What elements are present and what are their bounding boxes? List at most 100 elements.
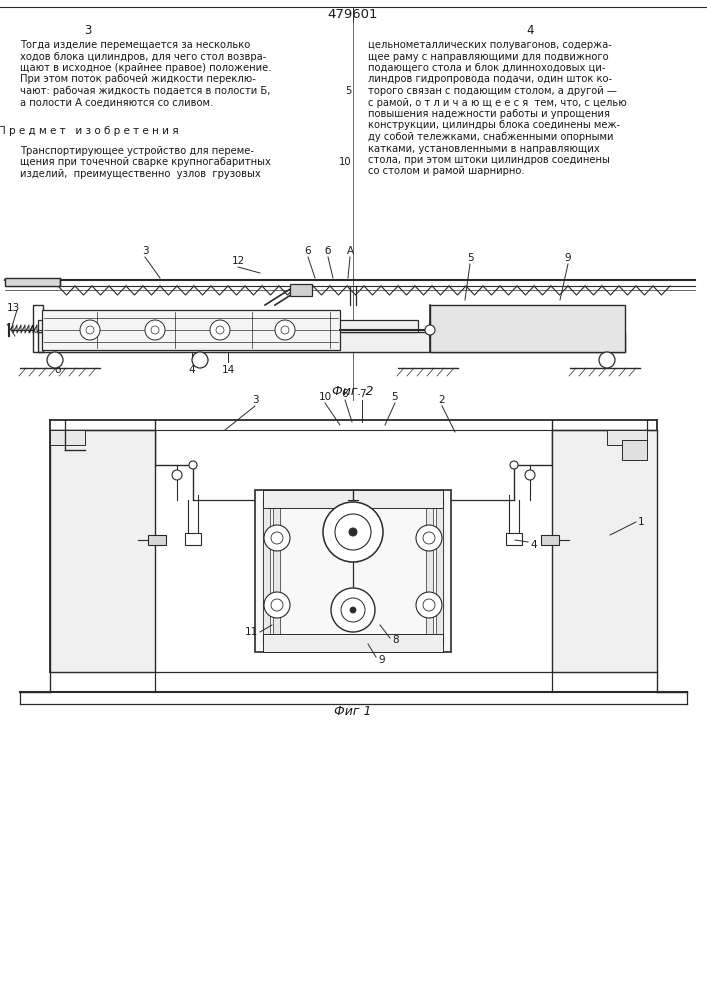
Text: При этом поток рабочей жидкости переклю-: При этом поток рабочей жидкости переклю-: [20, 75, 256, 85]
Text: 9: 9: [378, 655, 385, 665]
Bar: [148, 535, 166, 545]
Text: изделий,  преимущественно  узлов  грузовых: изделий, преимущественно узлов грузовых: [20, 169, 261, 179]
Text: цельнометаллических полувагонов, содержа-: цельнометаллических полувагонов, содержа…: [368, 40, 612, 50]
Text: ходов блока цилиндров, для чего стол возвра-: ходов блока цилиндров, для чего стол воз…: [20, 51, 267, 62]
Text: щают в исходное (крайнее правое) положение.: щают в исходное (крайнее правое) положен…: [20, 63, 271, 73]
Text: торого связан с подающим столом, а другой —: торого связан с подающим столом, а друго…: [368, 86, 617, 96]
Text: подающего стола и блок длинноходовых ци-: подающего стола и блок длинноходовых ци-: [368, 63, 605, 73]
Bar: [38, 332, 625, 352]
Circle shape: [271, 532, 283, 544]
Circle shape: [210, 320, 230, 340]
Text: б: б: [325, 246, 331, 256]
Circle shape: [599, 352, 615, 368]
Text: Тогда изделие перемещается за несколько: Тогда изделие перемещается за несколько: [20, 40, 250, 50]
Circle shape: [192, 352, 208, 368]
Circle shape: [331, 588, 375, 632]
Circle shape: [510, 461, 518, 469]
Bar: [263, 490, 443, 508]
Text: Транспортирующее устройство для переме-: Транспортирующее устройство для переме-: [20, 146, 254, 156]
Text: 13: 13: [7, 303, 21, 313]
Text: со столом и рамой шарнирно.: со столом и рамой шарнирно.: [368, 166, 525, 176]
Text: A: A: [28, 325, 35, 335]
Circle shape: [145, 320, 165, 340]
Text: 4: 4: [530, 540, 537, 550]
Bar: [430, 305, 625, 352]
Circle shape: [423, 532, 435, 544]
Circle shape: [80, 320, 100, 340]
Text: линдров гидропровода подачи, один шток ко-: линдров гидропровода подачи, один шток к…: [368, 75, 612, 85]
Bar: [255, 490, 451, 652]
Circle shape: [271, 599, 283, 611]
Text: 6: 6: [341, 389, 349, 399]
Text: 3: 3: [141, 246, 148, 256]
Bar: [5, 278, 60, 286]
Bar: [50, 430, 155, 672]
Bar: [263, 498, 443, 644]
Bar: [263, 498, 270, 644]
Circle shape: [335, 514, 371, 550]
Text: 10: 10: [318, 392, 332, 402]
Text: стола, при этом штоки цилиндров соединены: стола, при этом штоки цилиндров соединен…: [368, 155, 610, 165]
Text: с рамой, о т л и ч а ю щ е е с я  тем, что, с целью: с рамой, о т л и ч а ю щ е е с я тем, чт…: [368, 98, 626, 107]
Text: 5: 5: [467, 253, 473, 263]
Bar: [33, 305, 43, 352]
Circle shape: [525, 470, 535, 480]
Text: щее раму с направляющими для подвижного: щее раму с направляющими для подвижного: [368, 51, 609, 62]
Circle shape: [281, 326, 289, 334]
Text: 3: 3: [252, 395, 258, 405]
Text: катками, установленными в направляющих: катками, установленными в направляющих: [368, 143, 600, 153]
Text: 2: 2: [438, 395, 445, 405]
Bar: [273, 498, 280, 644]
Circle shape: [416, 525, 442, 551]
Bar: [607, 430, 647, 445]
Text: 12: 12: [231, 256, 245, 266]
Circle shape: [216, 326, 224, 334]
Text: конструкции, цилиндры блока соединены меж-: конструкции, цилиндры блока соединены ме…: [368, 120, 620, 130]
Text: Фиг. 2: Фиг. 2: [332, 385, 374, 398]
Circle shape: [275, 320, 295, 340]
Text: 5: 5: [392, 392, 398, 402]
Bar: [290, 284, 312, 296]
Circle shape: [189, 461, 197, 469]
Circle shape: [151, 326, 159, 334]
Circle shape: [172, 470, 182, 480]
Circle shape: [416, 592, 442, 618]
Text: 479601: 479601: [328, 8, 378, 21]
Circle shape: [86, 326, 94, 334]
Text: 11: 11: [245, 627, 258, 637]
Bar: [185, 533, 201, 545]
Bar: [38, 320, 418, 332]
Text: щения при точечной сварке крупногабаритных: щения при точечной сварке крупногабаритн…: [20, 157, 271, 167]
Text: A: A: [346, 246, 354, 256]
Bar: [436, 498, 443, 644]
Text: 5: 5: [346, 86, 352, 96]
Text: б: б: [55, 365, 62, 375]
Text: 10: 10: [339, 157, 352, 167]
Circle shape: [264, 592, 290, 618]
Text: 4: 4: [189, 365, 195, 375]
Text: 9: 9: [565, 253, 571, 263]
Circle shape: [341, 598, 365, 622]
Text: повышения надежности работы и упрощения: повышения надежности работы и упрощения: [368, 109, 610, 119]
Text: 1: 1: [638, 517, 645, 527]
Text: 6: 6: [305, 246, 311, 256]
Circle shape: [425, 325, 435, 335]
Text: Фиг 1: Фиг 1: [334, 705, 372, 718]
Circle shape: [323, 502, 383, 562]
Text: чают: рабочая жидкость подается в полости Б,: чают: рабочая жидкость подается в полост…: [20, 86, 270, 96]
Bar: [552, 430, 657, 672]
Text: 3: 3: [84, 23, 92, 36]
Text: П р е д м е т   и з о б р е т е н и я: П р е д м е т и з о б р е т е н и я: [0, 126, 178, 136]
Text: а полости А соединяются со сливом.: а полости А соединяются со сливом.: [20, 98, 214, 107]
Bar: [50, 430, 85, 445]
Circle shape: [423, 599, 435, 611]
Bar: [541, 535, 559, 545]
Circle shape: [47, 352, 63, 368]
Text: 8: 8: [392, 635, 399, 645]
Bar: [42, 310, 340, 350]
Bar: [263, 634, 443, 652]
Circle shape: [350, 607, 356, 613]
Bar: [426, 498, 433, 644]
Text: 7: 7: [358, 389, 366, 399]
Circle shape: [264, 525, 290, 551]
